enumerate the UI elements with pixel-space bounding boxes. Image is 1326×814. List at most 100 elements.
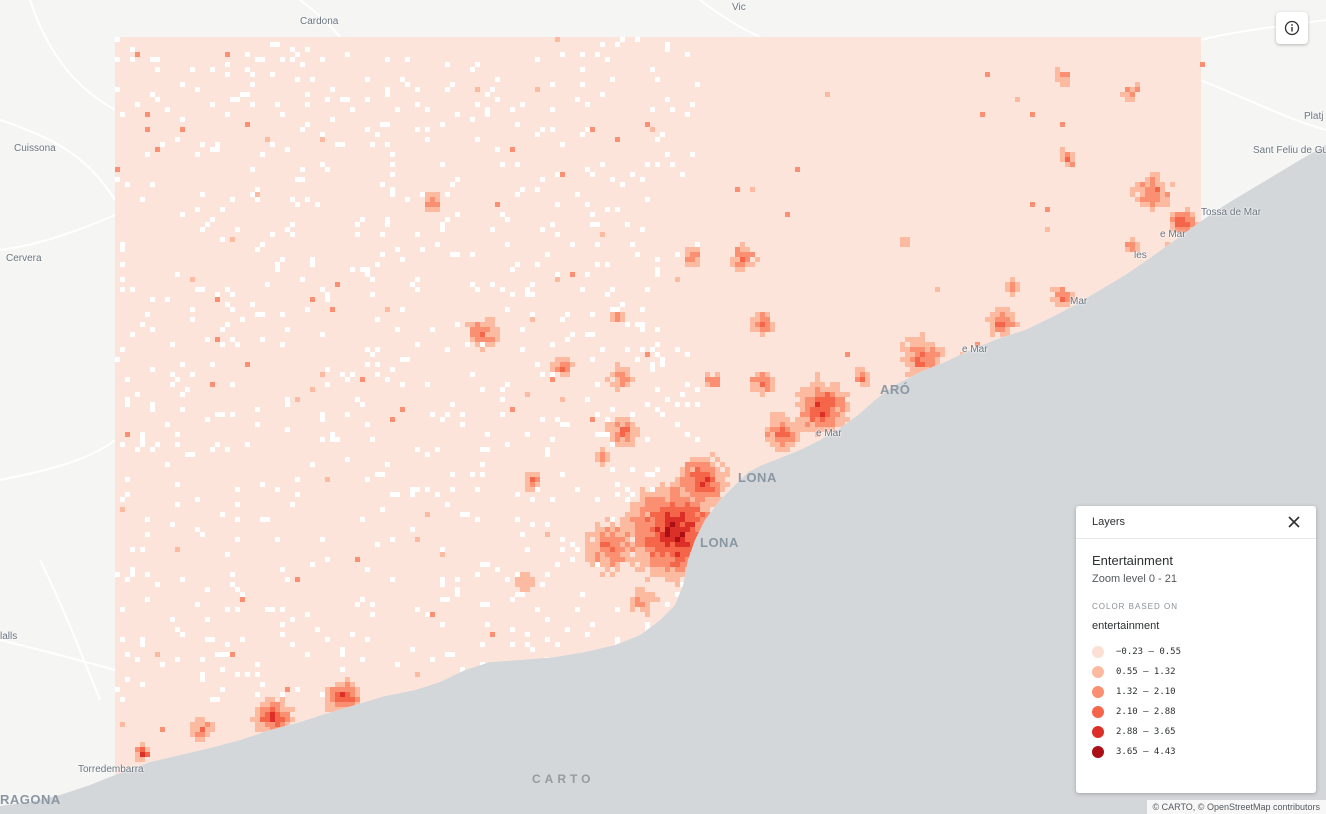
grid-cell xyxy=(640,327,645,332)
grid-cell xyxy=(485,602,490,607)
grid-cell xyxy=(300,277,305,282)
grid-cell xyxy=(175,442,180,447)
grid-cell xyxy=(725,467,730,472)
grid-cell xyxy=(675,567,680,572)
grid-cell xyxy=(590,622,595,627)
grid-cell xyxy=(765,432,770,437)
close-button[interactable] xyxy=(1286,514,1302,530)
grid-cell xyxy=(330,687,335,692)
grid-cell xyxy=(635,597,640,602)
grid-cell xyxy=(280,312,285,317)
grid-cell xyxy=(390,417,395,422)
grid-cell xyxy=(610,372,615,377)
grid-cell xyxy=(470,322,475,327)
grid-cell xyxy=(440,122,445,127)
grid-cell xyxy=(480,322,485,327)
legend-swatch xyxy=(1092,746,1104,758)
grid-cell xyxy=(675,572,680,577)
grid-cell xyxy=(205,637,210,642)
grid-cell xyxy=(765,327,770,332)
grid-cell xyxy=(385,377,390,382)
grid-cell xyxy=(220,667,225,672)
grid-cell xyxy=(415,447,420,452)
grid-cell xyxy=(200,657,205,662)
grid-cell xyxy=(625,377,630,382)
grid-cell xyxy=(695,502,700,507)
grid-cell xyxy=(200,717,205,722)
grid-cell xyxy=(200,532,205,537)
grid-cell xyxy=(430,202,435,207)
grid-cell xyxy=(1005,282,1010,287)
color-based-label: COLOR BASED ON xyxy=(1092,602,1179,611)
grid-cell xyxy=(150,447,155,452)
grid-cell xyxy=(535,677,540,682)
grid-cell xyxy=(760,327,765,332)
grid-cell xyxy=(685,382,690,387)
grid-cell xyxy=(645,122,650,127)
grid-cell xyxy=(650,567,655,572)
grid-cell xyxy=(605,427,610,432)
grid-cell xyxy=(320,287,325,292)
grid-cell xyxy=(505,682,510,687)
grid-cell xyxy=(280,727,285,732)
grid-cell xyxy=(680,172,685,177)
grid-cell xyxy=(480,602,485,607)
grid-cell xyxy=(615,137,620,142)
grid-cell xyxy=(640,307,645,312)
grid-cell xyxy=(915,347,920,352)
grid-cell xyxy=(560,547,565,552)
grid-cell xyxy=(735,257,740,262)
grid-cell xyxy=(575,677,580,682)
grid-cell xyxy=(475,747,480,752)
grid-cell xyxy=(610,532,615,537)
grid-cell xyxy=(655,532,660,537)
grid-cell xyxy=(560,472,565,477)
grid-cell xyxy=(330,697,335,702)
grid-cell xyxy=(490,87,495,92)
grid-cell xyxy=(410,282,415,287)
grid-cell xyxy=(665,527,670,532)
grid-cell xyxy=(595,457,600,462)
grid-cell xyxy=(1160,182,1165,187)
grid-cell xyxy=(1005,337,1010,342)
grid-cell xyxy=(195,152,200,157)
grid-cell xyxy=(370,142,375,147)
grid-cell xyxy=(540,372,545,377)
grid-cell xyxy=(1030,112,1035,117)
grid-cell xyxy=(605,527,610,532)
grid-cell xyxy=(685,572,690,577)
grid-cell xyxy=(700,552,705,557)
info-button[interactable] xyxy=(1276,12,1308,44)
grid-cell xyxy=(1155,172,1160,177)
grid-cell xyxy=(735,267,740,272)
grid-cell xyxy=(290,232,295,237)
grid-cell xyxy=(675,582,680,587)
grid-cell xyxy=(275,267,280,272)
grid-cell xyxy=(705,507,710,512)
grid-cell xyxy=(565,422,570,427)
grid-cell xyxy=(550,497,555,502)
grid-cell xyxy=(505,217,510,222)
grid-cell xyxy=(405,82,410,87)
grid-cell xyxy=(680,532,685,537)
grid-cell xyxy=(210,697,215,702)
grid-cell xyxy=(560,367,565,372)
grid-cell xyxy=(215,147,220,152)
h3-grid-layer[interactable] xyxy=(115,37,1205,814)
grid-cell xyxy=(830,427,835,432)
grid-cell xyxy=(1160,202,1165,207)
grid-cell xyxy=(1130,87,1135,92)
grid-cell xyxy=(140,757,145,762)
grid-cell xyxy=(275,707,280,712)
grid-cell xyxy=(755,377,760,382)
grid-cell xyxy=(690,572,695,577)
grid-cell xyxy=(645,197,650,202)
map-attribution[interactable]: © CARTO, © OpenStreetMap contributors xyxy=(1146,800,1326,814)
grid-cell xyxy=(685,402,690,407)
grid-cell xyxy=(200,732,205,737)
grid-cell xyxy=(535,57,540,62)
grid-cell xyxy=(1015,97,1020,102)
grid-cell xyxy=(265,517,270,522)
grid-cell xyxy=(1065,82,1070,87)
